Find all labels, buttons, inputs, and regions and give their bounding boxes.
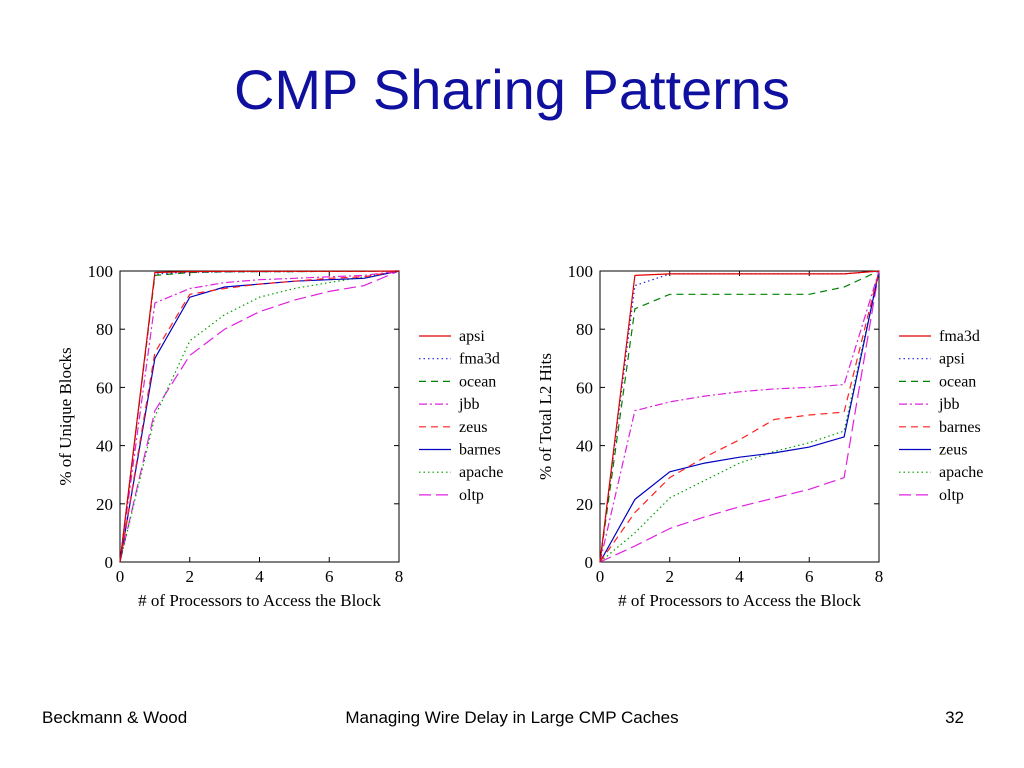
unique-blocks-legend-label-fma3d: fma3d [459,351,500,368]
l2-hits-legend-label-oltp: oltp [939,487,964,504]
l2-hits-series-apsi-line [599,270,880,563]
unique-blocks-y-tick-label: 40 [96,437,113,456]
unique-blocks-legend-label-zeus: zeus [459,419,487,436]
l2-hits-x-tick-label: 8 [875,567,884,586]
slide-title: CMP Sharing Patterns [233,58,791,121]
l2-hits-legend-label-apache: apache [939,464,983,481]
l2-hits-legend-label-jbb: jbb [938,396,959,413]
unique-blocks-series-ocean-line [119,270,400,563]
l2-hits-y-tick-label: 20 [576,495,593,514]
unique-blocks-series-barnes-line [119,270,400,563]
unique-blocks-y-tick-label: 100 [88,262,114,281]
chart-total-l2-hits: 0 2 4 6 8 0 20 40 60 80 100 # of Processors to Acce… [525,250,1005,620]
l2-hits-y-tick-label: 40 [576,437,593,456]
l2-hits-y-tick-label: 80 [576,320,593,339]
l2-hits-legend-label-barnes: barnes [939,419,981,436]
unique-blocks-y-tick-label: 20 [96,495,113,514]
l2-hits-series-fma3d-line [599,270,880,563]
l2-hits-x-tick-label: 4 [735,567,744,586]
unique-blocks-x-tick-label: 0 [116,567,125,586]
unique-blocks-y-tick-label: 60 [96,378,113,397]
unique-blocks-plot-frame [119,270,400,563]
l2-hits-x-tick-label: 2 [666,567,675,586]
l2-hits-legend-label-ocean: ocean [939,373,976,390]
unique-blocks-series-zeus-line [119,270,400,563]
l2-hits-series-barnes-line [599,270,880,563]
l2-hits-legend-label-apsi: apsi [939,351,965,368]
unique-blocks-y-tick-label: 0 [105,553,114,572]
footer-authors: Beckmann & Wood [42,708,188,727]
l2-hits-series-apache-line [599,270,880,563]
unique-blocks-x-axis-label: # of Processors to Access the Block [138,591,381,610]
l2-hits-series-ocean-line [599,270,880,563]
unique-blocks-legend-label-oltp: oltp [459,487,484,504]
unique-blocks-legend-label-apsi: apsi [459,328,485,345]
l2-hits-series-jbb-line [599,270,880,563]
unique-blocks-legend-label-barnes: barnes [459,442,501,459]
chart-unique-blocks: 0 2 4 6 8 0 20 40 60 80 100 # of Processors to Acce… [45,250,525,620]
footer-talk-title: Managing Wire Delay in Large CMP Caches [345,708,679,727]
l2-hits-plot-frame [599,270,880,563]
unique-blocks-series-oltp-line [119,270,400,563]
unique-blocks-x-tick-label: 6 [325,567,334,586]
unique-blocks-series-apsi-line [119,270,400,563]
unique-blocks-y-axis-label: % of Unique Blocks [56,347,75,485]
l2-hits-x-axis-label: # of Processors to Access the Block [618,591,861,610]
unique-blocks-legend-label-jbb: jbb [458,396,479,413]
l2-hits-series-oltp-line [599,270,880,563]
unique-blocks-y-tick-label: 80 [96,320,113,339]
unique-blocks-x-tick-label: 2 [186,567,195,586]
unique-blocks-series-fma3d-line [119,270,400,563]
l2-hits-series-zeus-line [599,270,880,563]
unique-blocks-x-tick-label: 8 [395,567,404,586]
unique-blocks-legend-label-apache: apache [459,464,503,481]
l2-hits-y-tick-label: 60 [576,378,593,397]
footer-page-number: 32 [945,708,964,727]
l2-hits-x-tick-label: 0 [596,567,605,586]
unique-blocks-x-tick-label: 4 [255,567,264,586]
unique-blocks-series-apache-line [119,270,400,563]
l2-hits-x-tick-label: 6 [805,567,814,586]
unique-blocks-series-jbb-line [119,270,400,563]
unique-blocks-legend-label-ocean: ocean [459,373,496,390]
l2-hits-legend-label-zeus: zeus [939,442,967,459]
l2-hits-y-tick-label: 0 [585,553,594,572]
l2-hits-y-tick-label: 100 [568,262,594,281]
l2-hits-y-axis-label: % of Total L2 Hits [536,353,555,480]
l2-hits-legend-label-fma3d: fma3d [939,328,980,345]
